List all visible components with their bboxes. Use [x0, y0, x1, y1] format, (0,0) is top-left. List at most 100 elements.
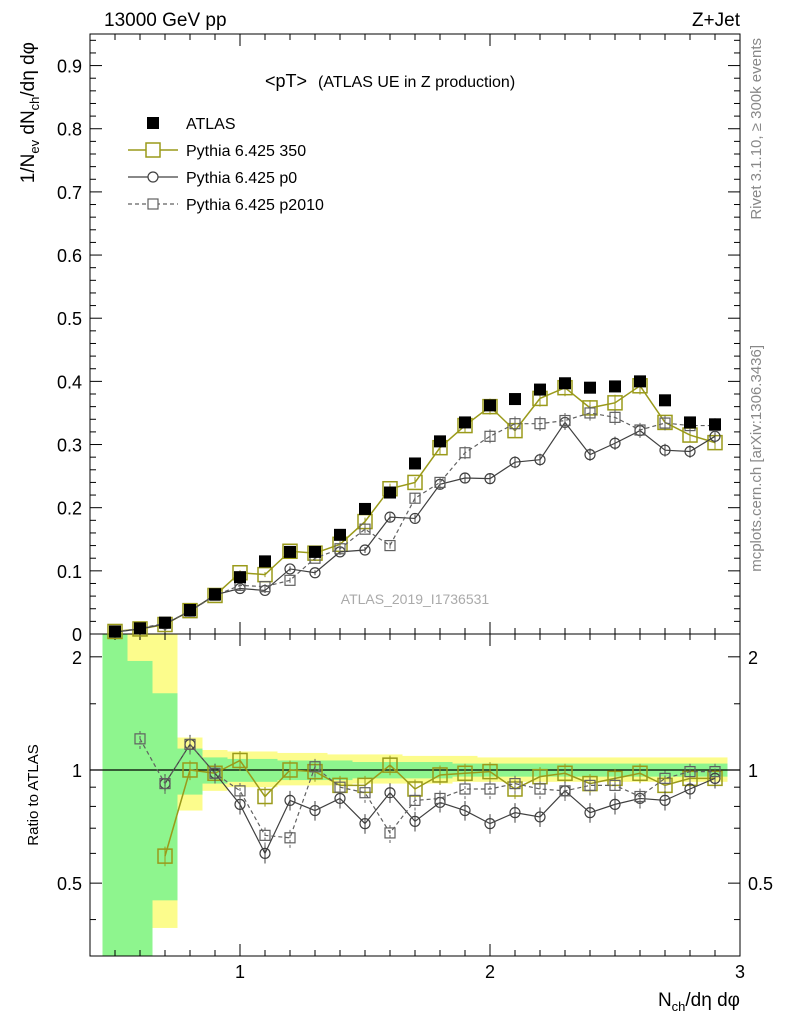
- ratio-point-p0-15: [484, 818, 496, 830]
- point-p2010-19: [584, 407, 596, 419]
- legend-label-atlas: ATLAS: [186, 116, 236, 133]
- legend-marker-atlas: [147, 117, 159, 129]
- ratio-point-p2010-4: [209, 767, 221, 779]
- band-inner-1: [127, 660, 153, 956]
- point-p2010-15: [484, 430, 496, 442]
- point-p2010-20: [609, 411, 621, 423]
- ratio-point-p350-21: [632, 765, 648, 782]
- point-p2010-14: [459, 447, 471, 459]
- ratio-point-p2010-24: [709, 766, 721, 778]
- point-atlas-5: [234, 571, 246, 584]
- ratio-point-p0-17: [534, 811, 546, 823]
- ratio-point-p350-11: [382, 757, 398, 773]
- ratio-point-p2010-17: [534, 783, 546, 795]
- y-tick-label-ratio-2: 2: [72, 648, 82, 668]
- ratio-point-p2010-6: [259, 829, 271, 841]
- y-tick-label-main-9: 0.9: [57, 57, 82, 77]
- y-tick-label-main-1: 0.1: [57, 562, 82, 582]
- mcplots-label: mcplots.cern.ch [arXiv:1306.3436]: [748, 345, 765, 572]
- point-atlas-13: [434, 435, 446, 448]
- ratio-point-p2010-1: [134, 733, 146, 745]
- ratio-point-p0-11: [384, 787, 396, 799]
- legend-label-p0: Pythia 6.425 p0: [186, 170, 297, 187]
- ratio-series-layer: [134, 729, 723, 867]
- point-p0-19: [584, 449, 596, 461]
- ratio-point-p350-13: [432, 767, 448, 783]
- point-p2010-9: [334, 543, 346, 555]
- point-p0-17: [534, 454, 546, 466]
- point-p0-16: [509, 456, 521, 468]
- ratio-point-p0-20: [609, 798, 621, 810]
- y-tick-label-main-6: 0.6: [57, 246, 82, 266]
- ratio-point-p350-6: [257, 788, 273, 805]
- point-atlas-10: [359, 502, 371, 515]
- y-axis-label-main: 1/Nev dNch/dη dφ: [18, 42, 42, 183]
- point-p2010-13: [434, 476, 446, 489]
- point-p0-10: [359, 544, 371, 556]
- legend-marker-p0: [147, 171, 159, 183]
- point-atlas-15: [484, 399, 496, 412]
- x-tick-label-1: 2: [485, 962, 495, 982]
- y-tick-label-main-3: 0.3: [57, 436, 82, 456]
- point-p350-1: [132, 621, 148, 637]
- rivet-version-label: Rivet 3.1.10, ≥ 300k events: [748, 38, 765, 220]
- point-atlas-24: [709, 418, 721, 431]
- x-axis-label: Nch/dη dφ: [658, 990, 740, 1014]
- ratio-point-p350-5: [232, 752, 248, 769]
- point-p0-20: [609, 437, 621, 449]
- plot-title: <pT> (ATLAS UE in Z production): [265, 71, 515, 91]
- point-p2010-12: [409, 492, 421, 504]
- header-energy-label: 13000 GeV pp: [104, 10, 227, 31]
- y-axis-label-ratio: Ratio to ATLAS: [25, 744, 42, 845]
- point-p2010-10: [359, 523, 371, 535]
- ratio-line-p2010: [139, 738, 715, 839]
- point-p350-7: [282, 543, 298, 560]
- y-tick-label-ratio-0: 0.5: [57, 874, 82, 894]
- legend-label-p350: Pythia 6.425 350: [186, 143, 306, 160]
- point-atlas-22: [659, 394, 671, 407]
- legend: ATLAS Pythia 6.425 350 Pythia 6.425 p0 P…: [128, 116, 324, 214]
- ratio-point-p2010-19: [584, 779, 596, 791]
- ratio-point-p350-12: [407, 781, 423, 797]
- x-tick-label-0: 1: [235, 962, 245, 982]
- ratio-point-p0-8: [309, 804, 321, 817]
- point-atlas-7: [284, 545, 296, 558]
- point-atlas-8: [309, 545, 321, 558]
- y-tick-label-main-2: 0.2: [57, 499, 82, 519]
- main-series-layer: [107, 375, 723, 640]
- point-p2010-6: [259, 581, 271, 593]
- ratio-point-p350-14: [457, 765, 473, 782]
- plot-title-sub: (ATLAS UE in Z production): [318, 74, 515, 91]
- ratio-point-p0-14: [459, 804, 471, 817]
- point-atlas-11: [384, 486, 396, 499]
- plot-title-main: <pT>: [265, 71, 307, 91]
- y-tick-label-main-5: 0.5: [57, 309, 82, 329]
- ratio-point-p2010-5: [234, 785, 246, 797]
- ratio-point-p2010-3: [184, 738, 196, 750]
- point-atlas-18: [559, 377, 571, 390]
- legend-marker-p350: [145, 142, 161, 158]
- point-atlas-2: [159, 616, 171, 629]
- point-p0-23: [684, 445, 696, 458]
- point-atlas-9: [334, 528, 346, 541]
- ratio-point-p2010-11: [384, 827, 396, 839]
- point-atlas-4: [209, 588, 221, 601]
- ratio-point-p2010-9: [334, 781, 346, 793]
- point-p2010-11: [384, 539, 396, 552]
- header-process-label: Z+Jet: [692, 10, 741, 31]
- point-atlas-16: [509, 393, 521, 406]
- y-tick-label-main-4: 0.4: [57, 372, 82, 392]
- point-atlas-23: [684, 416, 696, 429]
- point-p2010-16: [509, 418, 521, 430]
- point-p350-3: [182, 602, 198, 619]
- point-p350-12: [407, 474, 423, 491]
- legend-marker-p2010: [147, 198, 159, 210]
- y-tick-label-ratio-right-0: 0.5: [748, 874, 773, 894]
- point-p0-7: [284, 563, 296, 575]
- ratio-point-p0-9: [334, 792, 346, 805]
- point-atlas-6: [259, 555, 271, 568]
- ratio-point-p2010-13: [434, 792, 446, 805]
- point-atlas-0: [109, 625, 121, 638]
- ratio-point-p0-12: [409, 815, 421, 827]
